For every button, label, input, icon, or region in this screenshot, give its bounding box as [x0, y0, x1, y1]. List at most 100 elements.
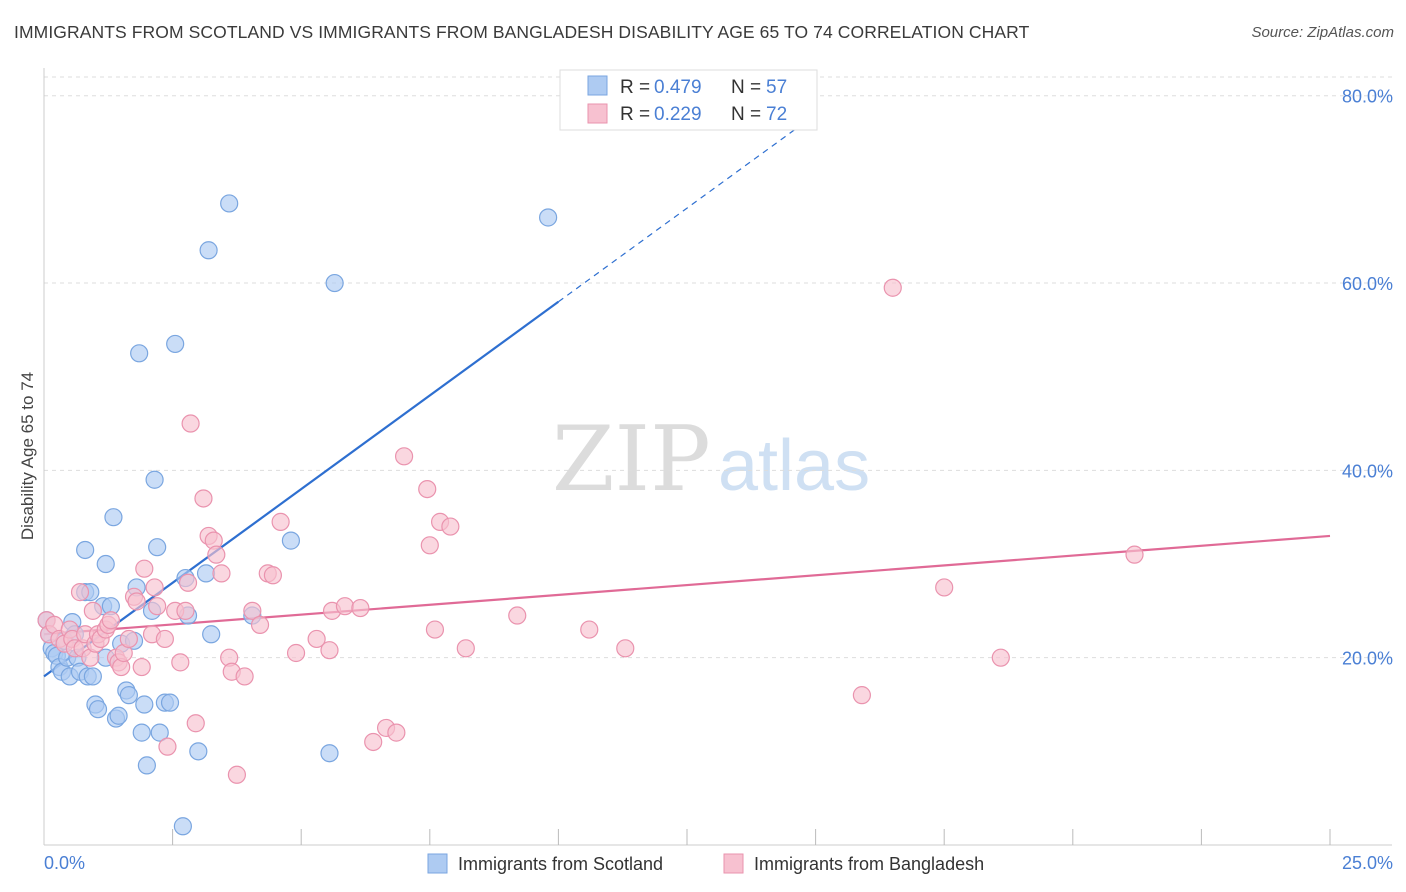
point-bangladesh	[212, 564, 231, 583]
point-bangladesh	[351, 598, 370, 618]
watermark: ZIP atlas	[552, 407, 870, 512]
point-bangladesh	[132, 657, 151, 677]
point-bangladesh	[101, 611, 120, 630]
point-scotland	[130, 344, 149, 363]
x-tick-label: 0.0%	[44, 853, 85, 873]
point-scotland	[150, 723, 169, 742]
legend-r-label-bangladesh: R =	[620, 104, 650, 125]
y-tick-label: 60.0%	[1342, 274, 1393, 294]
point-bangladesh	[387, 723, 406, 742]
point-bangladesh	[145, 578, 164, 597]
point-bangladesh	[394, 447, 414, 466]
point-scotland	[145, 470, 164, 489]
y-tick-label: 20.0%	[1342, 649, 1393, 669]
point-bangladesh	[171, 653, 190, 672]
point-scotland	[148, 538, 167, 557]
point-scotland	[196, 564, 216, 583]
point-bangladesh	[418, 479, 437, 499]
point-scotland	[83, 667, 102, 686]
y-tick-label: 40.0%	[1342, 461, 1393, 481]
legend-bottom-swatch-bangladesh	[723, 853, 744, 874]
point-bangladesh	[83, 601, 102, 620]
watermark-atlas: atlas	[718, 426, 870, 506]
point-scotland	[320, 744, 339, 763]
point-bangladesh	[135, 559, 154, 578]
legend-r-value-bangladesh: 0.229	[654, 104, 702, 125]
point-bangladesh	[186, 714, 205, 733]
point-scotland	[76, 540, 95, 560]
point-scotland	[281, 531, 301, 550]
point-scotland	[325, 273, 344, 293]
point-bangladesh	[148, 597, 167, 616]
point-bangladesh	[420, 536, 439, 555]
point-bangladesh	[119, 629, 138, 649]
legend-bottom-swatch-scotland	[427, 853, 448, 874]
legend-stats: R = 0.479 N = 57 R = 0.229 N = 72	[559, 69, 818, 131]
point-bangladesh	[207, 545, 226, 564]
x-tick-label: 25.0%	[1342, 853, 1393, 873]
point-bangladesh	[243, 601, 262, 620]
point-bangladesh	[127, 592, 146, 611]
point-bangladesh	[155, 629, 174, 649]
trend-line-scotland	[43, 300, 560, 678]
gridlines	[44, 76, 1392, 659]
point-bangladesh	[883, 278, 902, 297]
point-bangladesh	[456, 639, 475, 658]
trend-line-scotland-extension	[558, 113, 816, 303]
axes	[43, 68, 1392, 846]
data-points	[37, 194, 1144, 836]
point-bangladesh	[271, 512, 290, 531]
point-bangladesh	[227, 765, 246, 784]
point-scotland	[220, 194, 239, 213]
point-scotland	[119, 686, 138, 705]
point-bangladesh	[580, 620, 599, 639]
legend-bottom-label-scotland: Immigrants from Scotland	[458, 854, 663, 874]
point-bangladesh	[508, 606, 527, 625]
point-scotland	[109, 706, 128, 725]
point-bangladesh	[364, 732, 383, 752]
legend-r-label-scotland: R =	[620, 77, 650, 98]
point-scotland	[166, 334, 185, 354]
watermark-zip: ZIP	[552, 407, 711, 512]
tick-labels: 20.0% 40.0% 60.0% 80.0% 0.0% 25.0%	[44, 87, 1393, 873]
legend-swatch-bangladesh	[587, 103, 608, 124]
legend-n-label-scotland: N =	[731, 77, 761, 98]
point-scotland	[135, 695, 154, 714]
point-bangladesh	[235, 667, 254, 686]
point-scotland	[199, 241, 218, 260]
legend-n-value-bangladesh: 72	[766, 104, 787, 125]
point-scotland	[160, 693, 180, 712]
point-scotland	[132, 723, 151, 742]
point-bangladesh	[852, 686, 871, 705]
point-scotland	[189, 742, 208, 761]
point-bangladesh	[176, 601, 195, 620]
point-scotland	[137, 756, 156, 775]
point-bangladesh	[158, 737, 177, 756]
legend-series: Immigrants from Scotland Immigrants from…	[427, 853, 984, 874]
point-bangladesh	[286, 643, 306, 663]
legend-n-label-bangladesh: N =	[731, 104, 761, 125]
point-bangladesh	[194, 489, 213, 508]
point-bangladesh	[181, 414, 200, 433]
point-bangladesh	[307, 629, 326, 649]
point-scotland	[202, 625, 221, 644]
legend-swatch-scotland	[587, 75, 608, 96]
point-scotland	[96, 554, 115, 574]
point-bangladesh	[178, 573, 198, 592]
legend-n-value-scotland: 57	[766, 77, 787, 98]
point-bangladesh	[320, 641, 339, 660]
legend-bottom-label-bangladesh: Immigrants from Bangladesh	[754, 854, 984, 874]
point-scotland	[104, 508, 123, 527]
point-scotland	[88, 700, 108, 719]
point-bangladesh	[250, 615, 270, 635]
chart-title: IMMIGRANTS FROM SCOTLAND VS IMMIGRANTS F…	[14, 22, 1030, 42]
point-bangladesh	[616, 639, 635, 658]
legend-r-value-scotland: 0.479	[654, 77, 702, 98]
y-tick-label: 80.0%	[1342, 87, 1393, 107]
point-scotland	[539, 208, 558, 227]
point-bangladesh	[335, 597, 355, 616]
point-bangladesh	[263, 566, 283, 585]
y-axis-label: Disability Age 65 to 74	[18, 372, 37, 540]
point-bangladesh	[1125, 545, 1144, 564]
